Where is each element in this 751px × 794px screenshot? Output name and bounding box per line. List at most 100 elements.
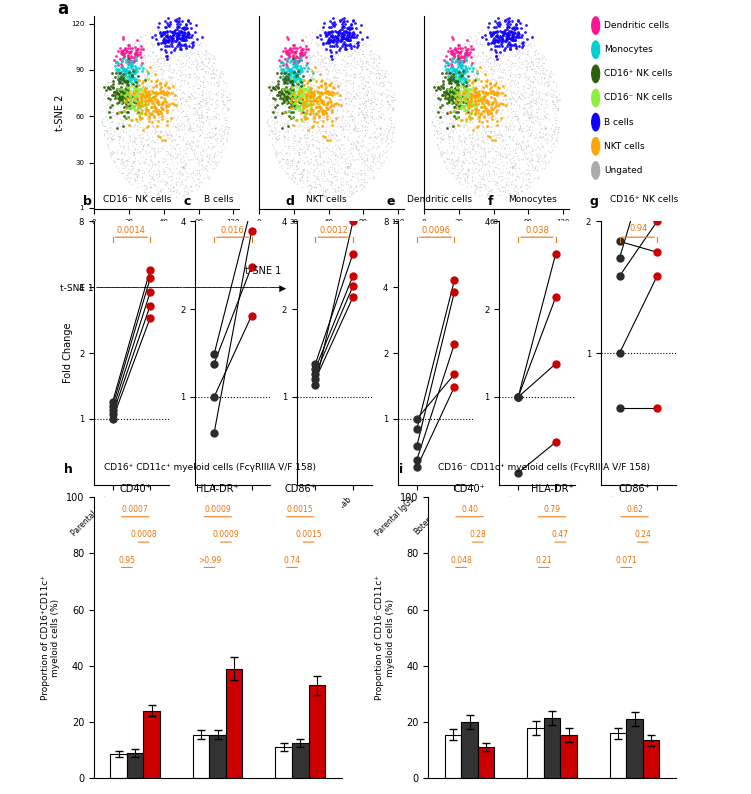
Point xyxy=(428,99,440,112)
Point xyxy=(150,166,162,179)
Point xyxy=(510,48,522,61)
Point xyxy=(280,98,292,110)
Point xyxy=(172,29,184,42)
Point xyxy=(508,161,520,174)
Point xyxy=(353,131,365,144)
Point xyxy=(276,56,288,68)
Point xyxy=(300,56,312,68)
Point xyxy=(157,156,169,168)
Point xyxy=(128,71,140,84)
Point xyxy=(382,118,394,131)
Point xyxy=(171,103,183,116)
Point xyxy=(545,130,557,143)
Point xyxy=(327,132,339,145)
Point xyxy=(508,70,520,83)
Point xyxy=(288,143,300,156)
Point xyxy=(315,102,327,115)
Point xyxy=(476,115,488,128)
Point xyxy=(179,162,191,175)
Point xyxy=(437,82,449,94)
Point xyxy=(112,128,124,141)
Point xyxy=(450,125,462,138)
Point xyxy=(163,40,175,52)
Point xyxy=(172,16,184,29)
Point xyxy=(152,21,164,34)
Point xyxy=(321,84,333,97)
Point xyxy=(200,148,212,160)
Point xyxy=(317,187,329,199)
Point xyxy=(546,143,558,156)
Point xyxy=(521,48,533,60)
Point xyxy=(147,48,159,60)
Point xyxy=(471,181,483,194)
Point xyxy=(530,96,542,109)
Point xyxy=(529,94,541,106)
Point xyxy=(303,50,315,63)
Point xyxy=(201,111,213,124)
Point xyxy=(467,90,479,102)
Point xyxy=(334,152,346,164)
Point xyxy=(181,134,193,147)
Point xyxy=(175,97,187,110)
Point xyxy=(269,94,281,107)
Point xyxy=(472,67,484,79)
Point xyxy=(191,62,203,75)
Point xyxy=(299,88,311,101)
Point xyxy=(143,89,155,102)
Point xyxy=(291,60,303,73)
Point xyxy=(162,36,174,48)
Point xyxy=(117,33,129,45)
Point xyxy=(514,138,526,151)
Point xyxy=(454,69,466,82)
Point xyxy=(183,37,195,49)
Point xyxy=(116,55,128,67)
Point xyxy=(530,102,542,115)
Point xyxy=(469,79,481,92)
Point xyxy=(549,85,561,98)
Point xyxy=(510,19,522,32)
Point xyxy=(535,52,547,65)
Text: 0.94: 0.94 xyxy=(629,225,647,233)
Point xyxy=(311,171,323,183)
Point xyxy=(146,85,158,98)
Point xyxy=(542,124,554,137)
Point xyxy=(538,51,550,64)
Point xyxy=(442,130,454,143)
Point xyxy=(441,83,453,95)
Point xyxy=(433,106,445,119)
Point xyxy=(185,168,198,180)
Point xyxy=(535,64,547,76)
Point xyxy=(304,86,316,98)
Point xyxy=(454,85,466,98)
Point xyxy=(277,72,289,85)
Point xyxy=(461,48,473,60)
Point xyxy=(263,120,275,133)
Point xyxy=(146,107,158,120)
Point xyxy=(484,25,496,38)
Point xyxy=(192,98,204,110)
Point xyxy=(472,112,484,125)
Point xyxy=(279,156,291,169)
Point xyxy=(122,98,134,110)
Point xyxy=(142,138,154,151)
Point xyxy=(160,179,172,192)
Point xyxy=(284,78,296,91)
Point xyxy=(112,59,124,71)
Point xyxy=(153,30,165,43)
Point xyxy=(376,127,388,140)
Point xyxy=(522,48,534,60)
Point xyxy=(351,152,363,165)
Point xyxy=(363,132,376,145)
Point xyxy=(318,103,330,116)
Point xyxy=(125,44,137,57)
Point xyxy=(506,29,518,42)
Point xyxy=(339,17,351,30)
Point xyxy=(120,94,132,107)
Point xyxy=(177,21,189,34)
Point xyxy=(328,24,340,37)
Point xyxy=(458,156,470,169)
Point xyxy=(473,85,485,98)
Point xyxy=(362,161,374,174)
Point xyxy=(145,161,157,174)
Point xyxy=(523,39,535,52)
